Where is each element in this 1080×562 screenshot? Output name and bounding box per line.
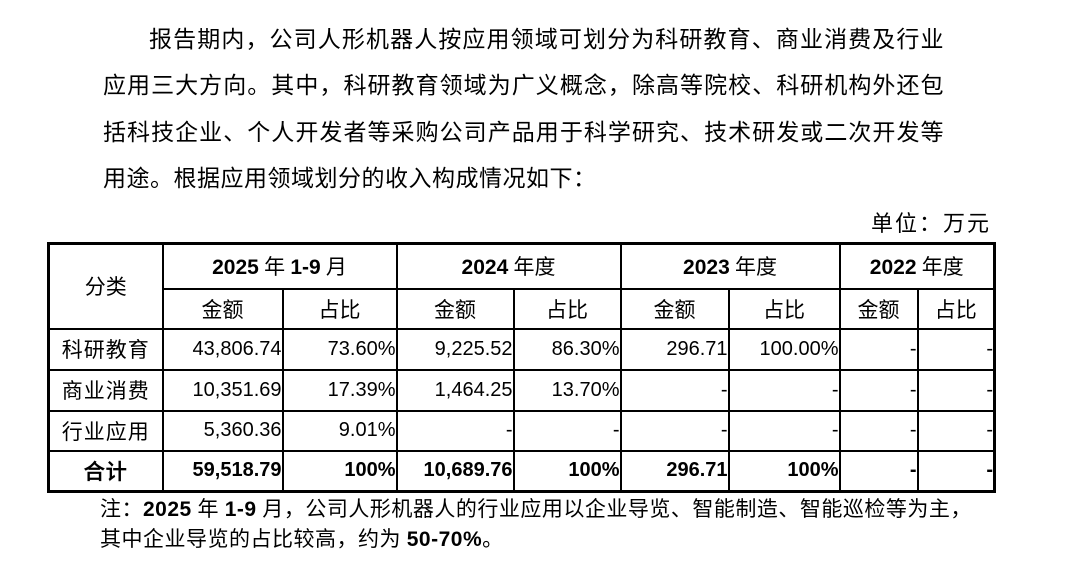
cell-amount: 59,518.79 [161,449,284,493]
paragraph-line: 用途。根据应用领域划分的收入构成情况如下： [103,165,597,191]
unit-label: 单位：万元 [870,211,991,236]
cell-ratio: 9.01% [281,409,398,452]
cell-amount: - [619,368,730,412]
subheader-ratio: 占比 [281,287,398,330]
cell-ratio: - [916,449,996,493]
row-category: 商业消费 [47,368,164,412]
cell-amount: 10,689.76 [395,449,515,493]
cell-ratio: - [727,409,841,452]
cell-ratio: - [916,327,996,371]
cell-ratio: 100.00% [727,327,841,371]
table-row: 行业应用 5,360.36 9.01% - - - - - - [47,409,996,452]
paragraph-line: 应用三大方向。其中，科研教育领域为广义概念，除高等院校、科研机构外还包 [103,73,944,99]
cell-amount: - [838,368,919,412]
subheader-ratio: 占比 [916,287,996,330]
table-total-row: 合计 59,518.79 100% 10,689.76 100% 296.71 … [47,449,996,493]
subheader-amount: 金额 [395,287,515,330]
cell-ratio: 13.70% [512,368,622,412]
category-column-header: 分类 [47,242,164,330]
cell-ratio: - [916,368,996,412]
cell-amount: - [395,409,515,452]
paragraph-line: 括科技企业、个人开发者等采购公司产品用于科学研究、技术研发或二次开发等 [103,119,944,145]
cell-amount: 296.71 [619,449,730,493]
cell-amount: - [838,449,919,493]
subheader-amount: 金额 [161,287,284,330]
footnote-line: 注：2025 年 1-9 月，公司人形机器人的行业应用以企业导览、智能制造、智能… [100,497,972,521]
paragraph-line: 报告期内，公司人形机器人按应用领域可划分为科研教育、商业消费及行业 [149,27,944,52]
cell-amount: 296.71 [619,327,730,371]
cell-amount: 1,464.25 [395,368,515,412]
cell-amount: - [619,409,730,452]
cell-amount: 43,806.74 [161,327,284,371]
cell-amount: 9,225.52 [395,327,515,371]
table-row: 科研教育 43,806.74 73.60% 9,225.52 86.30% 29… [47,327,996,371]
cell-ratio: 100% [512,449,622,493]
cell-amount: 5,360.36 [161,409,284,452]
period-header-2024: 2024 年度 [395,242,622,290]
table-period-header-row: 分类 2025 年 1-9 月 2024 年度 2023 年度 2022 年度 [47,242,996,330]
cell-ratio: 100% [281,449,398,493]
subheader-amount: 金额 [838,287,919,330]
cell-ratio: 86.30% [512,327,622,371]
cell-ratio: 17.39% [281,368,398,412]
cell-ratio: - [727,368,841,412]
cell-amount: - [838,327,919,371]
row-category: 科研教育 [47,327,164,371]
subheader-ratio: 占比 [727,287,841,330]
cell-ratio: 73.60% [281,327,398,371]
row-category: 行业应用 [47,409,164,452]
cell-ratio: - [512,409,622,452]
period-header-2025: 2025 年 1-9 月 [161,242,398,290]
footnote: 注：2025 年 1-9 月，公司人形机器人的行业应用以企业导览、智能制造、智能… [100,495,990,554]
table-subheader-row: 金额 占比 金额 占比 金额 占比 金额 占比 [49,287,996,330]
revenue-by-application-table: 分类 2025 年 1-9 月 2024 年度 2023 年度 2022 年度 … [47,242,997,493]
period-header-2022: 2022 年度 [838,242,996,290]
cell-ratio: - [916,409,996,452]
subheader-ratio: 占比 [512,287,622,330]
intro-paragraph: 报告期内，公司人形机器人按应用领域可划分为科研教育、商业消费及行业 应用三大方向… [103,17,944,202]
row-category-total: 合计 [47,449,164,493]
period-header-2023: 2023 年度 [619,242,841,290]
table-row: 商业消费 10,351.69 17.39% 1,464.25 13.70% - … [47,368,996,412]
cell-ratio: 100% [727,449,841,493]
cell-amount: 10,351.69 [161,368,284,412]
footnote-line: 其中企业导览的占比较高，约为 50-70%。 [100,526,504,551]
subheader-amount: 金额 [619,287,730,330]
cell-amount: - [838,409,919,452]
